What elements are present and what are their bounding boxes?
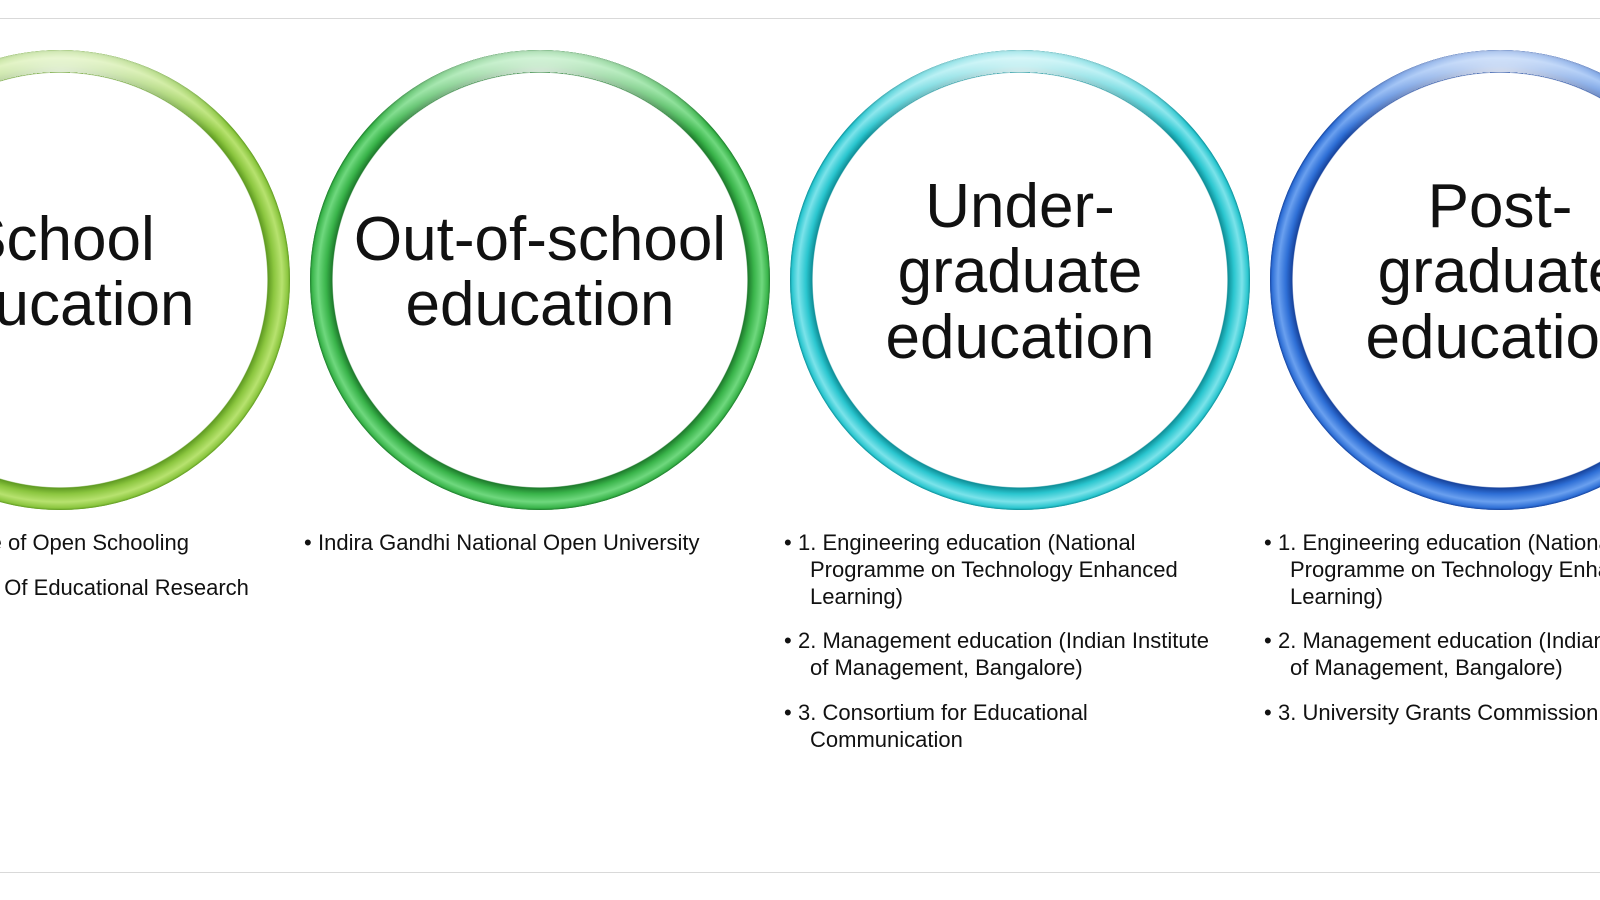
bullet-text: 2. Management education (Indian Institut… xyxy=(1278,628,1600,682)
circle-title: Out-of-school education xyxy=(310,207,770,337)
circle-undergraduate: Under-graduate education xyxy=(790,50,1250,510)
bullet-text: 3. Consortium for Educational Communicat… xyxy=(798,700,1218,754)
bullet-item: 3. University Grants Commission xyxy=(1278,700,1600,727)
bullet-list-school: National Institute of Open Schooling Nati… xyxy=(0,530,258,646)
circle-school: School education xyxy=(0,50,290,510)
bullet-text: 1. Engineering education (National Progr… xyxy=(1278,530,1600,610)
bullet-list-undergraduate: 1. Engineering education (National Progr… xyxy=(798,530,1218,772)
bullet-text: 2. Management education (Indian Institut… xyxy=(798,628,1218,682)
circle-title: Under-graduate education xyxy=(790,174,1250,369)
circle-out-of-school: Out-of-school education xyxy=(310,50,770,510)
circle-postgraduate: Post-graduate education xyxy=(1270,50,1600,510)
education-levels-diagram: School education National Institute of Op… xyxy=(0,0,1600,900)
circle-title: School education xyxy=(0,207,290,337)
bullet-item: 3. Consortium for Educational Communicat… xyxy=(798,700,1218,754)
bullet-item: 2. Management education (Indian Institut… xyxy=(1278,628,1600,682)
bullet-text: 3. University Grants Commission xyxy=(1278,700,1600,727)
bullet-item: National Council Of Educational Research… xyxy=(0,575,258,629)
bullet-text: National Institute of Open Schooling xyxy=(0,530,189,555)
bullet-list-postgraduate: 1. Engineering education (National Progr… xyxy=(1278,530,1600,745)
bullet-list-out-of-school: Indira Gandhi National Open University xyxy=(318,530,738,575)
bullet-item: 1. Engineering education (National Progr… xyxy=(1278,530,1600,610)
bullet-item: Indira Gandhi National Open University xyxy=(318,530,738,557)
circle-title: Post-graduate education xyxy=(1270,174,1600,369)
bullet-item: 2. Management education (Indian Institut… xyxy=(798,628,1218,682)
bullet-item: National Institute of Open Schooling xyxy=(0,530,258,557)
bullet-text: 1. Engineering education (National Progr… xyxy=(798,530,1218,610)
bullet-item: 1. Engineering education (National Progr… xyxy=(798,530,1218,610)
bullet-text: National Council Of Educational Research… xyxy=(0,575,249,627)
bullet-text: Indira Gandhi National Open University xyxy=(318,530,700,555)
